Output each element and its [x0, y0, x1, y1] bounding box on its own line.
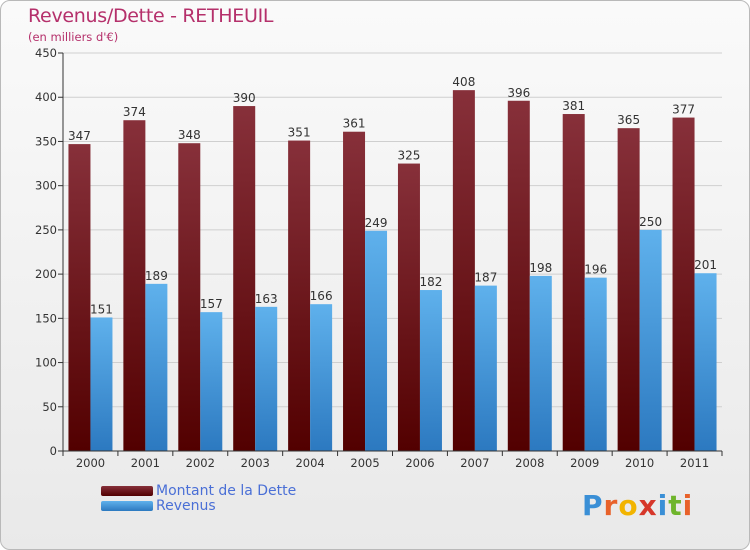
bar-debt [288, 140, 311, 451]
data-label-debt: 381 [562, 99, 585, 113]
bar-debt [672, 117, 695, 451]
bar-revenue [474, 285, 497, 451]
legend-label-revenue: Revenus [156, 498, 216, 514]
x-tick-label: 2009 [570, 456, 599, 470]
legend-swatch-debt [101, 486, 153, 496]
bar-revenue [639, 229, 662, 451]
grid-lines [63, 52, 722, 408]
data-label-revenue: 250 [639, 215, 662, 229]
x-tick-label: 2000 [76, 456, 105, 470]
data-label-revenue: 189 [145, 269, 168, 283]
bar-revenue [255, 306, 278, 451]
bar-debt [452, 90, 475, 451]
data-label-debt: 374 [123, 105, 146, 119]
data-label-debt: 348 [178, 128, 201, 142]
y-tick-label: 150 [35, 311, 57, 325]
data-label-debt: 351 [288, 126, 311, 140]
data-label-revenue: 182 [420, 275, 443, 289]
y-tick-label: 300 [35, 179, 57, 193]
data-label-revenue: 201 [694, 258, 717, 272]
data-label-debt: 390 [233, 91, 256, 105]
x-tick-label: 2006 [405, 456, 434, 470]
bar-revenue [419, 290, 442, 451]
bar-debt [123, 120, 146, 452]
x-tick-label: 2004 [295, 456, 324, 470]
bar-revenue [529, 275, 552, 451]
y-tick-label: 0 [50, 444, 57, 458]
data-label-revenue: 151 [90, 302, 113, 316]
bar-revenue [90, 317, 113, 451]
data-label-debt: 365 [617, 113, 640, 127]
data-label-debt: 347 [68, 129, 91, 143]
data-label-debt: 325 [398, 149, 421, 163]
y-tick-label: 100 [35, 356, 57, 370]
bars-group: 347 151 374 189 348 157 390 163 351 166 361 249 325 1… [68, 75, 717, 452]
chart-subtitle: (en milliers d'€) [28, 30, 119, 44]
x-tick-label: 2002 [186, 456, 215, 470]
data-label-revenue: 249 [365, 216, 388, 230]
data-label-revenue: 163 [255, 292, 278, 306]
data-label-debt: 408 [452, 75, 475, 89]
bar-revenue [694, 273, 717, 451]
bar-revenue [145, 283, 168, 451]
bar-revenue [584, 277, 607, 451]
data-label-revenue: 187 [474, 271, 497, 285]
y-tick-label: 250 [35, 223, 57, 237]
x-axis-ticks: 2000 2001 2002 2003 2004 2005 2006 2007 2008 2009… [62, 451, 723, 470]
data-label-revenue: 157 [200, 297, 223, 311]
proxiti-logo: Proxiti [582, 489, 694, 522]
bar-revenue [200, 312, 223, 451]
bar-debt [562, 114, 585, 451]
x-tick-label: 2005 [350, 456, 379, 470]
bar-debt [343, 131, 366, 451]
legend-label-debt: Montant de la Dette [156, 483, 297, 499]
chart-title: Revenus/Dette - RETHEUIL [28, 5, 274, 27]
x-tick-label: 2010 [625, 456, 654, 470]
axes [62, 53, 722, 452]
bar-debt [178, 143, 201, 452]
y-tick-label: 350 [35, 134, 57, 148]
bar-revenue [310, 304, 333, 451]
data-label-debt: 396 [507, 86, 530, 100]
bar-debt [233, 106, 256, 452]
x-tick-label: 2003 [241, 456, 270, 470]
data-label-debt: 377 [672, 103, 695, 117]
legend-swatch-revenue [101, 501, 153, 511]
data-label-debt: 361 [343, 117, 366, 131]
y-tick-label: 50 [42, 400, 57, 414]
bar-debt [397, 163, 420, 452]
y-tick-label: 450 [35, 46, 57, 60]
data-label-revenue: 196 [584, 263, 607, 277]
y-axis-ticks: 0 50 100 150 200 250 300 350 400 450 [35, 46, 63, 458]
data-label-revenue: 166 [310, 289, 333, 303]
bar-debt [507, 100, 530, 451]
x-tick-label: 2011 [680, 456, 709, 470]
bar-debt [68, 144, 91, 451]
x-tick-label: 2008 [515, 456, 544, 470]
x-tick-label: 2007 [460, 456, 489, 470]
data-label-revenue: 198 [529, 261, 552, 275]
bar-debt [617, 128, 640, 451]
y-tick-label: 400 [35, 90, 57, 104]
x-tick-label: 2001 [131, 456, 160, 470]
y-tick-label: 200 [35, 267, 57, 281]
bar-revenue [365, 230, 388, 451]
